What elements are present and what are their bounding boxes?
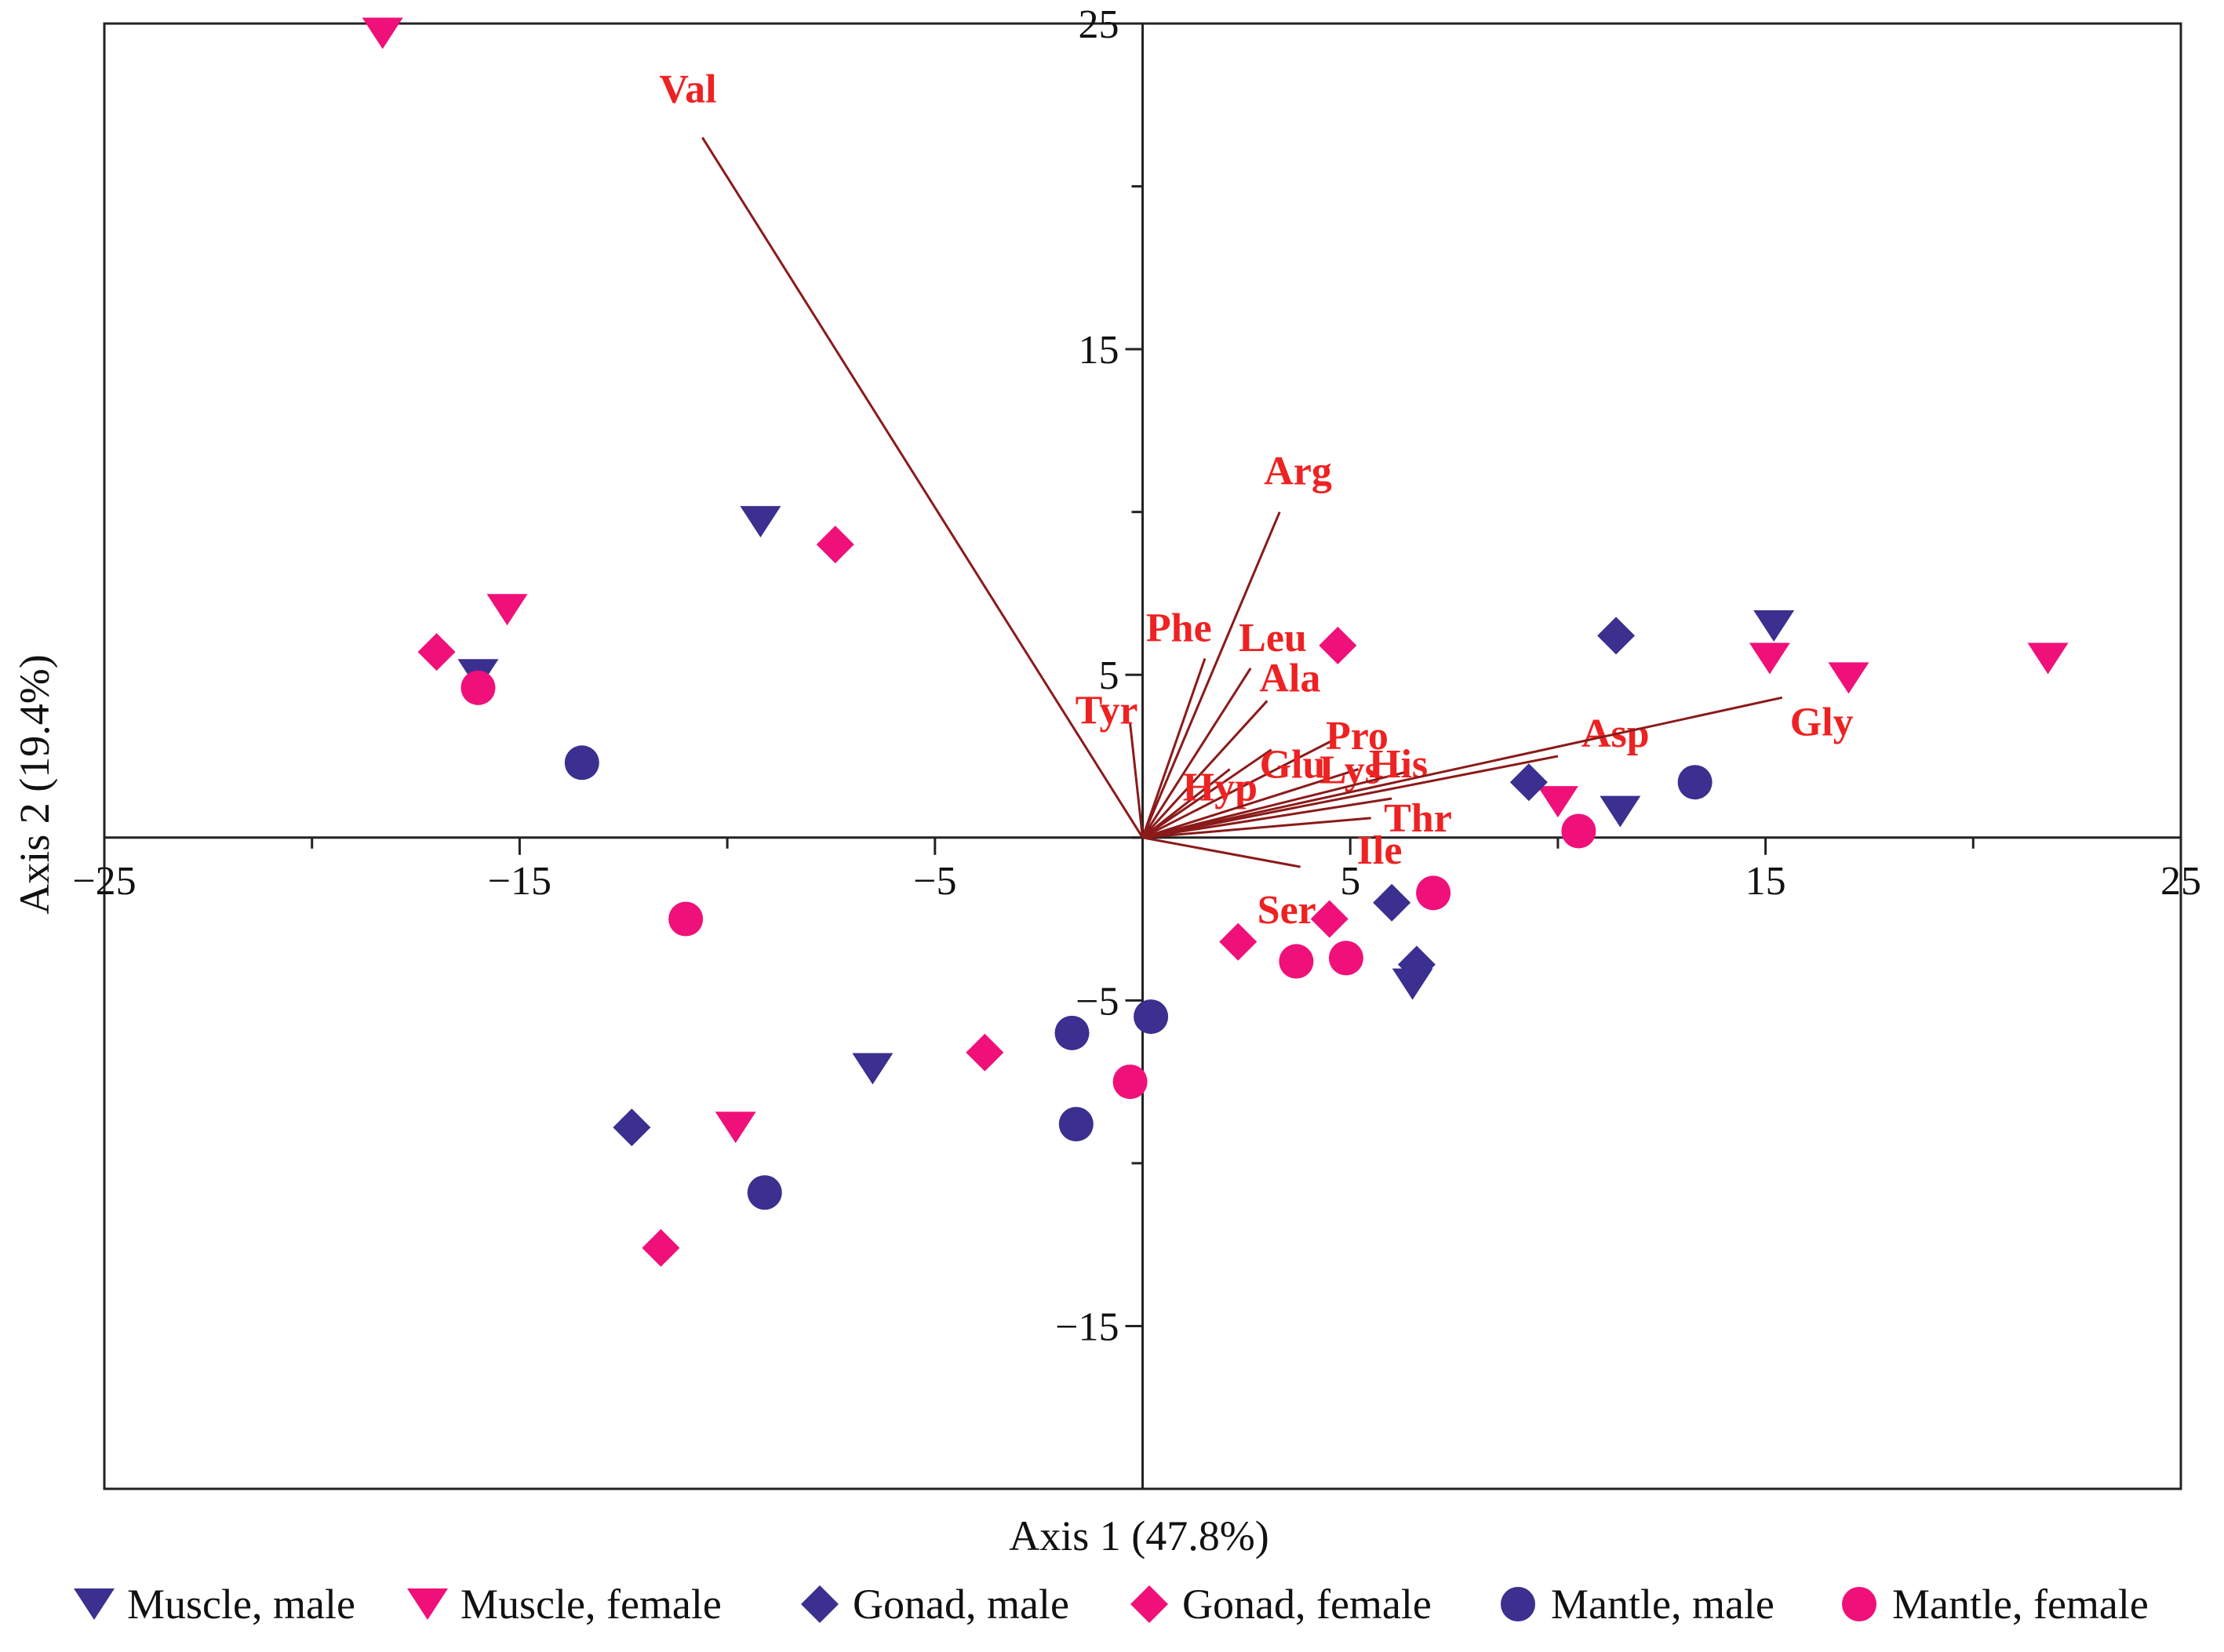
vector-label-glu: Glu <box>1260 743 1326 788</box>
point-muscle-male <box>740 506 781 538</box>
y-tick-label: 25 <box>1079 2 1119 47</box>
vector-asp <box>1142 755 1559 839</box>
point-gonad-male <box>613 1108 651 1147</box>
point-mantle-female <box>1416 875 1451 911</box>
point-gonad-male <box>1597 617 1636 655</box>
point-gonad-female <box>1219 922 1258 961</box>
point-muscle-female <box>715 1112 756 1144</box>
x-axis-title: Axis 1 (47.8%) <box>1009 1512 1269 1559</box>
point-mantle-male <box>1134 999 1169 1035</box>
point-mantle-female <box>1561 813 1596 849</box>
vector-label-arg: Arg <box>1264 449 1332 494</box>
point-mantle-male <box>1677 765 1713 800</box>
point-gonad-female <box>816 526 854 564</box>
vector-his <box>1142 771 1405 839</box>
y-tick-label: −5 <box>1076 979 1119 1024</box>
vector-thr <box>1142 797 1392 839</box>
point-muscle-female <box>1537 786 1578 818</box>
point-gonad-male <box>1397 945 1436 984</box>
legend-label-muscle-female: Muscle, female <box>460 1581 722 1628</box>
vector-label-his: His <box>1369 742 1428 787</box>
x-tick-label: 5 <box>1340 859 1360 904</box>
legend-label-mantle-male: Mantle, male <box>1551 1581 1774 1628</box>
vector-label-leu: Leu <box>1239 616 1307 660</box>
point-mantle-female <box>1328 941 1363 976</box>
point-mantle-female <box>1112 1064 1148 1100</box>
vector-label-val: Val <box>659 67 716 111</box>
point-muscle-female <box>362 17 403 49</box>
vector-tyr <box>1129 723 1144 838</box>
x-tick-label: −25 <box>72 859 136 904</box>
point-gonad-female <box>417 633 456 671</box>
point-mantle-female <box>668 901 704 937</box>
legend-marker-muscle-female <box>407 1588 448 1620</box>
point-mantle-male <box>747 1175 782 1210</box>
sample-points <box>362 17 2069 1267</box>
y-tick-label: 15 <box>1079 328 1119 373</box>
vector-label-hyp: Hyp <box>1183 766 1258 810</box>
legend-marker-gonad-female <box>1130 1585 1168 1623</box>
vector-ile <box>1142 817 1371 839</box>
vector-label-pro: Pro <box>1326 714 1389 759</box>
y-axis-title: Axis 2 (19.4%) <box>11 654 58 914</box>
legend-marker-gonad-male <box>801 1585 839 1623</box>
vector-label-ala: Ala <box>1259 656 1320 700</box>
point-muscle-male <box>852 1053 894 1085</box>
vector-label-gly: Gly <box>1790 700 1854 744</box>
point-muscle-female <box>1828 662 1869 694</box>
vector-hyp <box>1141 768 1231 839</box>
vector-label-ile: Ile <box>1357 828 1403 873</box>
legend-marker-mantle-male <box>1501 1587 1535 1621</box>
legend-label-gonad-male: Gonad, male <box>853 1581 1069 1628</box>
point-muscle-female <box>486 594 528 626</box>
point-gonad-female <box>966 1033 1004 1072</box>
vector-ser <box>1142 836 1301 868</box>
vector-arg <box>1141 511 1281 839</box>
legend-label-mantle-female: Mantle, female <box>1892 1581 2149 1628</box>
vector-label-phe: Phe <box>1146 606 1212 650</box>
vector-label-thr: Thr <box>1384 796 1452 841</box>
vector-ala <box>1141 700 1269 839</box>
vector-pro <box>1141 738 1334 839</box>
point-gonad-male <box>1373 883 1411 922</box>
vector-phe <box>1141 657 1207 839</box>
point-gonad-female <box>1310 900 1349 938</box>
vector-glu <box>1141 748 1272 839</box>
x-tick-label: −5 <box>913 859 956 904</box>
point-muscle-female <box>1749 642 1790 675</box>
point-mantle-male <box>1058 1107 1094 1142</box>
point-muscle-male <box>1753 609 1795 642</box>
legend-label-gonad-female: Gonad, female <box>1182 1581 1432 1628</box>
y-tick-label: −15 <box>1055 1304 1119 1349</box>
point-gonad-female <box>1319 626 1357 664</box>
x-tick-label: 25 <box>2160 859 2201 904</box>
loading-vectors: ValArgPheLeuAlaTyrProGluHypLysHisAspGlyT… <box>659 67 1853 933</box>
point-muscle-female <box>2027 642 2069 675</box>
y-tick-label: 5 <box>1099 653 1119 698</box>
legend-marker-mantle-female <box>1842 1587 1876 1621</box>
point-gonad-male <box>1509 763 1548 802</box>
x-tick-label: −15 <box>488 859 551 904</box>
vector-leu <box>1141 668 1252 839</box>
legend: Muscle, male Muscle, female Gonad, male Gon… <box>74 1581 2149 1628</box>
vector-val <box>701 136 1144 839</box>
x-tick-label: 15 <box>1745 859 1786 904</box>
vector-lys <box>1142 768 1360 839</box>
legend-label-muscle-male: Muscle, male <box>127 1581 355 1628</box>
vector-gly <box>1142 696 1783 839</box>
vector-label-tyr: Tyr <box>1076 688 1138 733</box>
point-mantle-male <box>564 745 599 781</box>
point-mantle-female <box>460 670 496 705</box>
point-gonad-female <box>642 1228 680 1267</box>
point-mantle-female <box>1279 944 1314 979</box>
legend-marker-muscle-male <box>74 1588 115 1620</box>
vector-label-ser: Ser <box>1258 888 1316 933</box>
point-muscle-male <box>1600 795 1641 828</box>
axes: −25 −15 −5 5 15 25 −15 −5 5 15 25 <box>72 2 2201 1490</box>
point-mantle-male <box>1054 1015 1090 1050</box>
